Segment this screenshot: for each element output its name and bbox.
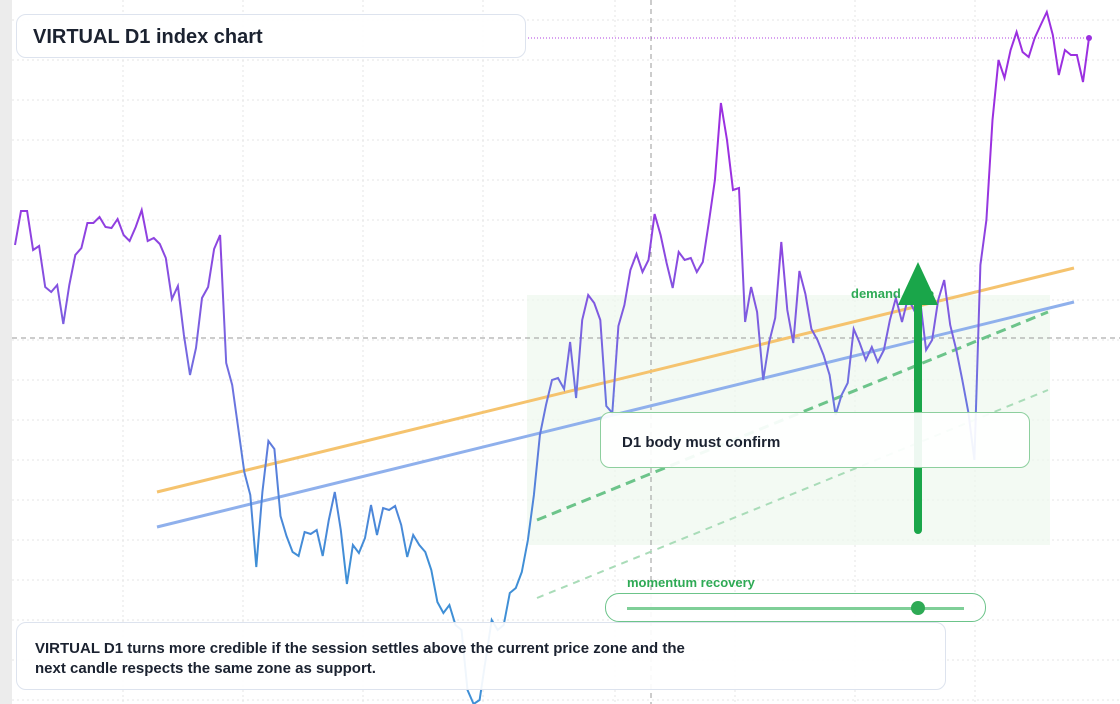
slider[interactable] (605, 593, 986, 622)
last-dot (1086, 35, 1092, 41)
caption: VIRTUAL D1 turns more credible if the se… (35, 640, 685, 677)
annotation: D1 body must confirm (622, 434, 781, 451)
slider-track (627, 607, 964, 610)
chart-title: VIRTUAL D1 index chart (33, 26, 263, 48)
slider-knob[interactable] (911, 601, 925, 615)
annotation: momentum recovery (627, 575, 755, 590)
title-box: VIRTUAL D1 index chart (16, 14, 526, 58)
side-bar (0, 0, 12, 704)
arrow-head (898, 262, 938, 305)
caption-box: VIRTUAL D1 turns more credible if the se… (16, 622, 946, 690)
note-box: D1 body must confirm (600, 412, 1030, 468)
